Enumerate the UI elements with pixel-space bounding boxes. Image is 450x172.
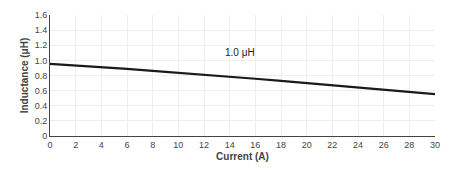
svg-text:1.0: 1.0	[35, 56, 48, 66]
svg-text:1.2: 1.2	[35, 40, 48, 50]
svg-text:Current (A): Current (A)	[216, 151, 269, 162]
svg-text:1.4: 1.4	[35, 25, 48, 35]
svg-text:16: 16	[250, 140, 260, 150]
svg-text:22: 22	[327, 140, 337, 150]
svg-text:0: 0	[47, 140, 52, 150]
svg-text:0.8: 0.8	[35, 71, 48, 81]
svg-text:0.2: 0.2	[35, 116, 48, 126]
svg-text:30: 30	[430, 140, 440, 150]
svg-text:8: 8	[150, 140, 155, 150]
svg-text:1.6: 1.6	[35, 10, 48, 20]
svg-text:0: 0	[42, 131, 47, 141]
svg-text:Inductance (μH): Inductance (μH)	[19, 38, 30, 114]
svg-text:0.4: 0.4	[35, 101, 48, 111]
svg-text:28: 28	[404, 140, 414, 150]
svg-text:4: 4	[99, 140, 104, 150]
svg-text:18: 18	[276, 140, 286, 150]
svg-text:10: 10	[173, 140, 183, 150]
svg-text:0.6: 0.6	[35, 86, 48, 96]
svg-text:2: 2	[73, 140, 78, 150]
svg-text:26: 26	[379, 140, 389, 150]
svg-text:6: 6	[124, 140, 129, 150]
svg-text:14: 14	[225, 140, 235, 150]
svg-text:24: 24	[353, 140, 363, 150]
svg-text:12: 12	[199, 140, 209, 150]
svg-text:1.0 μH: 1.0 μH	[225, 47, 255, 58]
svg-text:20: 20	[302, 140, 312, 150]
